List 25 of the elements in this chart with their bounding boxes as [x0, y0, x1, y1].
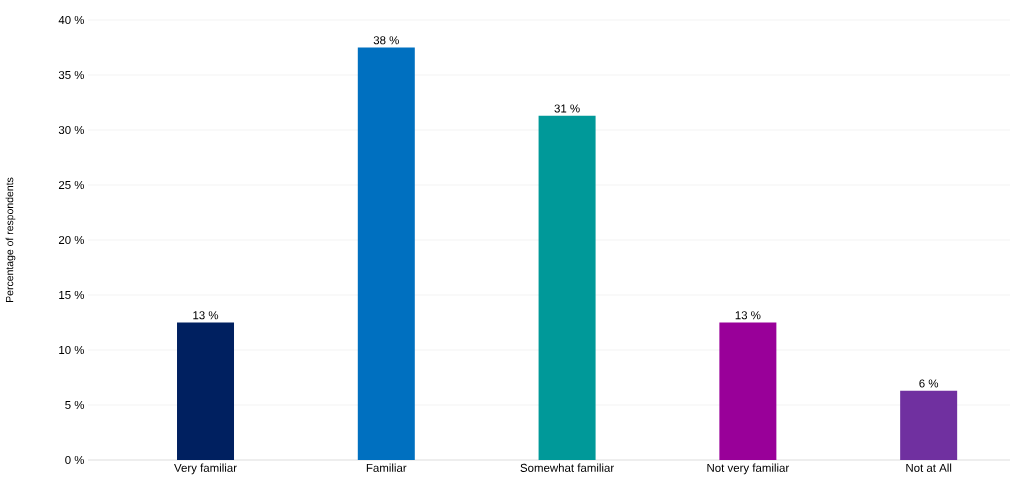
bar: [900, 390, 958, 460]
y-tick-label: 5 %: [65, 400, 85, 410]
y-axis-title: Percentage of respondents: [5, 177, 16, 302]
y-tick-label: 20 %: [58, 235, 85, 245]
x-tick-label: Somewhat familiar: [520, 463, 614, 472]
bar: [719, 322, 777, 460]
bar: [177, 322, 235, 460]
x-tick-label: Not very familiar: [707, 463, 790, 475]
x-tick-label: Familiar: [366, 463, 407, 472]
x-tick-label: Very familiar: [174, 463, 237, 475]
y-tick-label: 15 %: [59, 290, 85, 300]
data-label: 13 %: [193, 311, 219, 320]
data-label: 31 %: [554, 104, 580, 113]
x-tick-label: Not at All: [906, 463, 952, 472]
bar: [357, 47, 415, 460]
y-tick-label: 10 %: [59, 345, 85, 355]
y-tick-label: 30 %: [58, 125, 85, 135]
data-label: 13 %: [735, 311, 761, 320]
data-label: 6 %: [919, 379, 939, 388]
data-label: 38 %: [373, 36, 399, 45]
y-tick-label: 0 %: [65, 455, 85, 465]
y-tick-label: 35 %: [58, 70, 85, 80]
y-tick-label: 25 %: [58, 180, 85, 190]
y-tick-label: 40 %: [58, 15, 85, 25]
bar: [538, 115, 596, 460]
